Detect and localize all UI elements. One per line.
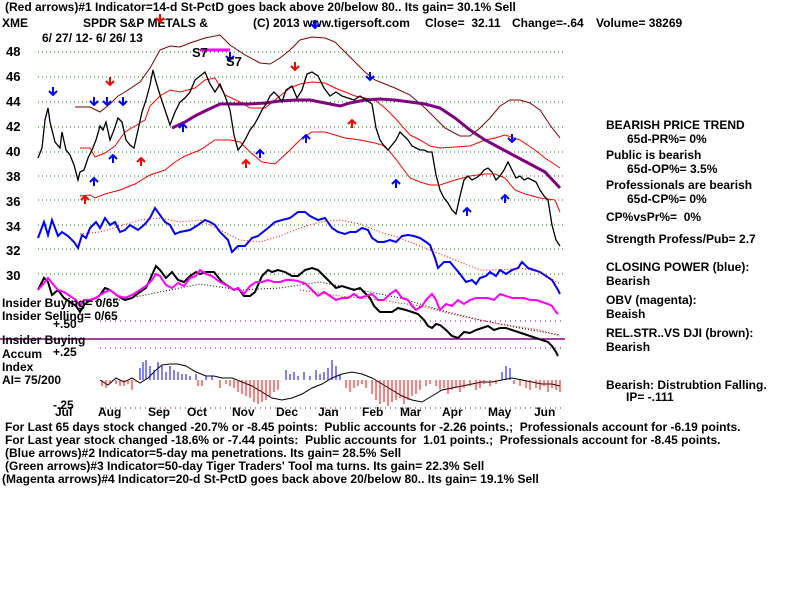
ytick-32: 32 — [6, 243, 21, 258]
relstr-label: REL.STR..VS DJI (brown): — [606, 326, 754, 340]
ytick-40: 40 — [6, 144, 21, 159]
ytick-34: 34 — [6, 219, 21, 234]
cp-value: 65d-CP%= 0% — [627, 192, 707, 206]
arrow-down-icon — [310, 20, 320, 30]
closing-power-ma — [79, 217, 561, 285]
closing-power-label: CLOSING POWER (blue): — [606, 260, 750, 274]
ytick-48: 48 — [6, 44, 21, 59]
arrow-up-icon — [391, 178, 401, 188]
arrow-down-icon — [89, 97, 99, 107]
change-value: Change=-.64 — [512, 16, 584, 30]
cpvspr-value: CP%vsPr%= 0% — [606, 210, 702, 224]
ytick-30: 30 — [6, 268, 21, 283]
signal-s7-b: S7 — [226, 54, 242, 69]
op-value: 65d-OP%= 3.5% — [627, 162, 718, 176]
month-mar: Mar — [400, 405, 422, 419]
axis-minus25: -.25 — [53, 398, 74, 412]
insider-buying-count: Insider Buying= 0/65 — [2, 296, 120, 310]
axis-plus50: +.50 — [53, 317, 77, 331]
symbol: XME — [2, 16, 29, 30]
footer-year: For Last year stock changed -18.6% or -7… — [5, 433, 721, 447]
insider-buying-label: Insider Buying — [2, 333, 86, 347]
arrow-up-icon — [347, 118, 357, 128]
footer-blue-arrows: (Blue arrows)#2 Indicator=5-day ma penet… — [5, 446, 402, 460]
arrow-down-icon — [507, 134, 517, 144]
ytick-44: 44 — [6, 94, 21, 109]
copyright: (C) 2013 www.tigersoft.com — [253, 16, 410, 30]
arrow-down-icon — [105, 77, 115, 87]
arrow-up-icon — [301, 133, 311, 143]
month-feb: Feb — [362, 405, 384, 419]
gridlines — [38, 51, 565, 275]
insider-selling-count: Insider Selling= 0/65 — [2, 309, 118, 323]
pr-value: 65d-PR%= 0% — [627, 132, 707, 146]
signal-arrows — [48, 14, 517, 216]
public-status: Public is bearish — [606, 148, 702, 162]
closing-power-status: Bearish — [606, 274, 651, 288]
ytick-36: 36 — [6, 194, 21, 209]
outer-band-upper — [75, 34, 561, 139]
month-jun: Jun — [534, 405, 556, 419]
arrow-down-icon — [290, 62, 300, 72]
price-bars — [37, 69, 561, 247]
arrow-down-icon — [155, 14, 165, 24]
strength-value: Strength Profess/Pub= 2.7 — [606, 232, 756, 246]
closing-power-line — [37, 206, 561, 295]
trend-title: BEARISH PRICE TREND — [606, 118, 745, 132]
arrow-down-icon — [365, 72, 375, 82]
ai-value: AI= 75/200 — [2, 373, 62, 387]
month-may: May — [488, 405, 512, 419]
band-upper — [80, 77, 561, 169]
arrow-up-icon — [255, 148, 265, 158]
month-sep: Sep — [148, 405, 171, 419]
arrow-up-icon — [500, 193, 510, 203]
accum-status: Bearish: Distrubtion Falling. — [606, 378, 767, 392]
ytick-46: 46 — [6, 69, 21, 84]
volume-value: Volume= 38269 — [596, 16, 683, 30]
arrow-up-icon — [136, 156, 146, 166]
arrow-up-icon — [241, 158, 251, 168]
ip-value: IP= -.111 — [626, 390, 674, 404]
arrow-down-icon — [102, 97, 112, 107]
month-jul: Jul — [55, 405, 73, 419]
indicator1-text: (Red arrows)#1 Indicator=14-d St-PctD go… — [5, 0, 516, 14]
arrow-up-icon — [89, 176, 99, 186]
band-lower — [79, 131, 561, 213]
month-aug: Aug — [98, 405, 122, 419]
month-oct: Oct — [187, 405, 208, 419]
ytick-38: 38 — [6, 169, 21, 184]
arrow-down-icon — [225, 52, 235, 62]
index-label: Index — [2, 360, 34, 374]
signal-s7-a: S7 — [192, 45, 208, 60]
axis-plus25: +.25 — [53, 345, 77, 359]
footer-65day: For Last 65 days stock changed -20.7% or… — [5, 420, 741, 434]
month-jan: Jan — [318, 405, 339, 419]
obv-line — [37, 268, 559, 315]
accum-index-histogram — [99, 360, 561, 406]
date-range: 6/ 27/ 12- 6/ 26/ 13 — [42, 31, 143, 45]
obv-label: OBV (magenta): — [606, 293, 697, 307]
month-nov: Nov — [232, 405, 255, 419]
ytick-42: 42 — [6, 119, 21, 134]
footer-green-arrows: (Green arrows)#3 Indicator=50-day Tiger … — [5, 459, 485, 473]
month-dec: Dec — [276, 405, 299, 419]
accum-label: Accum — [2, 347, 43, 361]
obv-status: Beaish — [606, 307, 646, 321]
arrow-up-icon — [80, 194, 90, 204]
arrow-up-icon — [462, 206, 472, 216]
relstr-status: Bearish — [606, 340, 651, 354]
arrow-up-icon — [178, 122, 188, 132]
month-apr: Apr — [442, 405, 463, 419]
footer-magenta-arrows: (Magenta arrows)#4 Indicator=20-d St-Pct… — [2, 472, 539, 486]
arrow-down-icon — [118, 97, 128, 107]
arrow-down-icon — [48, 87, 58, 97]
close-value: Close= 32.11 — [425, 16, 501, 30]
pros-status: Professionals are bearish — [606, 178, 753, 192]
arrow-up-icon — [108, 153, 118, 163]
